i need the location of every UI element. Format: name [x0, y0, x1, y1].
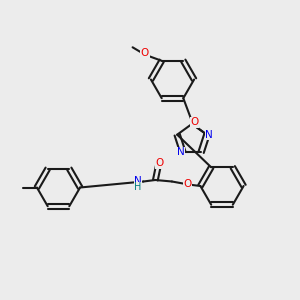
- Text: O: O: [190, 117, 199, 128]
- Text: N: N: [177, 147, 184, 157]
- Text: O: O: [141, 48, 149, 58]
- Text: H: H: [134, 182, 142, 193]
- Text: N: N: [134, 176, 142, 186]
- Text: O: O: [184, 179, 192, 189]
- Text: N: N: [206, 130, 213, 140]
- Text: O: O: [156, 158, 164, 168]
